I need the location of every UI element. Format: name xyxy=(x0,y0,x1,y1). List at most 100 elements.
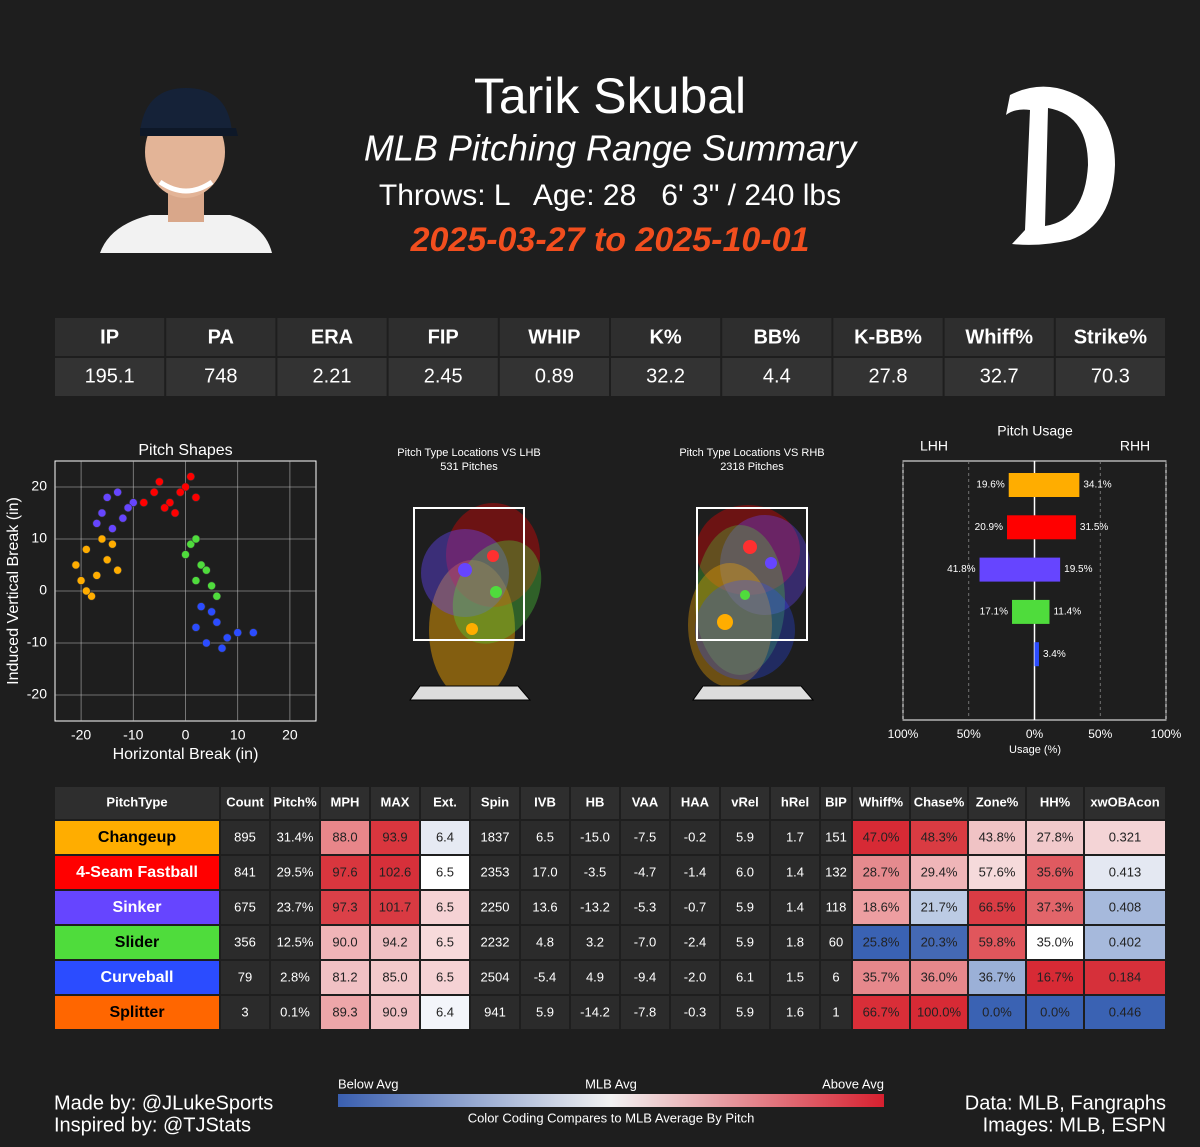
table-cell xyxy=(911,856,967,889)
table-header: Ext. xyxy=(433,794,457,809)
table-value: 17.0 xyxy=(532,864,557,879)
table-cell xyxy=(221,821,269,854)
stat-header: Strike% xyxy=(1074,326,1148,348)
stat-header: PA xyxy=(208,326,234,348)
table-value: 0.321 xyxy=(1109,829,1142,844)
stat-header-cell xyxy=(1055,318,1165,356)
table-value: 18.6% xyxy=(863,899,900,914)
table-cell xyxy=(1085,821,1165,854)
table-cell xyxy=(1085,891,1165,924)
bar-label: 3.4% xyxy=(1043,649,1066,660)
table-value: 1 xyxy=(832,1004,839,1019)
table-value: 841 xyxy=(234,864,256,879)
chart-title: Pitch Usage xyxy=(997,423,1073,439)
table-cell xyxy=(571,926,619,959)
usage-bar xyxy=(1034,599,1050,624)
table-value: -9.4 xyxy=(634,969,656,984)
table-value: 0.446 xyxy=(1109,1004,1142,1019)
table-header: Count xyxy=(226,794,264,809)
table-header: vRel xyxy=(731,794,758,809)
stat-value: 70.3 xyxy=(1091,365,1130,387)
table-cell xyxy=(1027,996,1083,1029)
table-cell xyxy=(721,961,769,994)
table-cell xyxy=(911,926,967,959)
table-cell xyxy=(853,856,909,889)
colorbar xyxy=(338,1094,884,1107)
table-value: 31.4% xyxy=(277,829,314,844)
table-value: 59.8% xyxy=(979,934,1016,949)
bar-label: 17.1% xyxy=(980,607,1008,618)
scatter-point xyxy=(102,555,112,565)
stat-value-cell xyxy=(722,358,832,396)
table-value: 2250 xyxy=(481,899,510,914)
table-value: 6.5 xyxy=(436,899,454,914)
table-value: 6 xyxy=(832,969,839,984)
location-lhb: Pitch Type Locations VS LHB 531 Pitches xyxy=(397,447,542,701)
table-value: 2504 xyxy=(481,969,510,984)
table-value: 5.9 xyxy=(736,1004,754,1019)
table-header: xwOBAcon xyxy=(1090,794,1159,809)
table-cell xyxy=(471,856,519,889)
table-cell xyxy=(371,891,419,924)
table-value: 895 xyxy=(234,829,256,844)
table-value: 12.5% xyxy=(277,934,314,949)
table-value: 60 xyxy=(829,934,843,949)
pitch-name: Slider xyxy=(115,934,159,951)
table-cell xyxy=(271,996,319,1029)
table-value: 6.1 xyxy=(736,969,754,984)
usage-bar xyxy=(1008,473,1035,497)
y-tick-label: 20 xyxy=(31,478,47,494)
stat-header-cell xyxy=(833,318,943,356)
x-tick-label: 0 xyxy=(182,727,190,743)
stat-header-cell xyxy=(55,318,165,356)
table-cell xyxy=(1027,856,1083,889)
usage-bar xyxy=(1034,515,1076,540)
x-tick-label: 100% xyxy=(1151,727,1182,741)
table-cell xyxy=(221,856,269,889)
bar-label: 11.4% xyxy=(1053,607,1081,618)
table-value: 4.8 xyxy=(536,934,554,949)
scatter-point xyxy=(222,633,232,643)
table-cell xyxy=(821,821,851,854)
table-cell xyxy=(371,856,419,889)
table-cell xyxy=(721,821,769,854)
table-cell xyxy=(221,926,269,959)
table-cell xyxy=(671,996,719,1029)
colorbar-high: Above Avg xyxy=(822,1076,884,1091)
table-value: -2.4 xyxy=(684,934,706,949)
table-value: 97.3 xyxy=(332,899,357,914)
table-cell xyxy=(821,856,851,889)
table-value: 118 xyxy=(826,899,847,914)
y-tick-label: -10 xyxy=(27,634,47,650)
scatter-point xyxy=(202,565,211,575)
table-value: 21.7% xyxy=(921,899,958,914)
table-value: 93.9 xyxy=(382,829,407,844)
table-value: -7.8 xyxy=(634,1004,656,1019)
x-axis-title: Usage (%) xyxy=(1009,744,1061,756)
y-tick-label: 0 xyxy=(39,582,47,598)
bar-label: 20.9% xyxy=(975,522,1003,533)
stat-header: WHIP xyxy=(528,326,580,348)
scatter-point xyxy=(113,487,122,497)
plot-subtitle: 531 Pitches xyxy=(440,461,498,473)
table-cell xyxy=(371,821,419,854)
usage-bar xyxy=(1034,642,1039,667)
stat-header: IP xyxy=(100,326,119,348)
table-cell xyxy=(771,891,819,924)
scatter-point xyxy=(207,581,216,591)
table-value: 6.5 xyxy=(536,829,554,844)
table-cell xyxy=(721,926,769,959)
table-cell xyxy=(911,821,967,854)
scatter-point xyxy=(129,498,138,507)
table-cell xyxy=(321,821,369,854)
table-cell xyxy=(571,856,619,889)
table-header: Zone% xyxy=(976,794,1019,809)
table-cell xyxy=(821,996,851,1029)
table-cell xyxy=(571,891,619,924)
table-value: 102.6 xyxy=(379,864,412,879)
table-header: MAX xyxy=(381,794,410,809)
table-value: 36.0% xyxy=(921,969,958,984)
table-cell xyxy=(911,961,967,994)
table-cell xyxy=(421,996,469,1029)
table-cell xyxy=(271,821,319,854)
